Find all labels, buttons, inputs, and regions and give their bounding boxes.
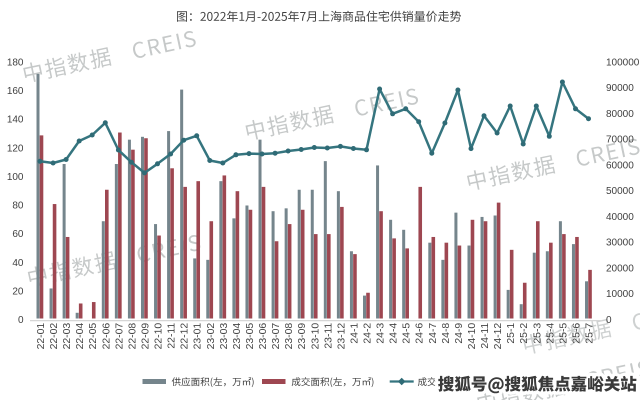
svg-text:25-1: 25-1	[506, 323, 517, 344]
svg-text:23-01: 23-01	[193, 323, 204, 350]
svg-text:24-2: 24-2	[363, 323, 374, 344]
svg-text:25-3: 25-3	[532, 323, 543, 344]
svg-text:24-10: 24-10	[467, 323, 478, 350]
svg-text:30000: 30000	[606, 238, 634, 249]
svg-text:60: 60	[12, 229, 24, 240]
svg-text:70000: 70000	[606, 135, 634, 146]
svg-text:50000: 50000	[606, 186, 634, 197]
svg-text:140: 140	[7, 115, 24, 126]
svg-text:22-06: 22-06	[101, 323, 112, 350]
svg-text:25-5: 25-5	[558, 323, 569, 344]
svg-text:160: 160	[7, 86, 24, 97]
svg-text:24-11: 24-11	[480, 323, 491, 349]
svg-text:22-02: 22-02	[49, 323, 60, 350]
svg-text:22-01: 22-01	[36, 323, 47, 350]
svg-text:180: 180	[7, 58, 24, 69]
svg-text:25-4: 25-4	[545, 323, 556, 344]
svg-text:24-9: 24-9	[454, 323, 465, 344]
svg-text:22-12: 22-12	[180, 323, 191, 350]
svg-text:25-2: 25-2	[519, 323, 530, 344]
svg-text:80000: 80000	[606, 109, 634, 120]
svg-text:23-12: 23-12	[336, 323, 347, 350]
svg-text:22-10: 22-10	[154, 323, 165, 350]
svg-text:90000: 90000	[606, 83, 634, 94]
svg-text:24-1: 24-1	[349, 323, 360, 344]
svg-text:22-09: 22-09	[140, 323, 151, 350]
svg-text:0: 0	[606, 315, 612, 326]
svg-text:24-7: 24-7	[428, 323, 439, 344]
svg-text:22-07: 22-07	[114, 323, 125, 350]
svg-text:23-11: 23-11	[323, 323, 334, 349]
svg-text:22-11: 22-11	[167, 323, 178, 349]
svg-text:100: 100	[7, 172, 24, 183]
svg-text:40000: 40000	[606, 212, 634, 223]
svg-text:23-06: 23-06	[258, 323, 269, 350]
svg-text:60000: 60000	[606, 160, 634, 171]
svg-text:22-08: 22-08	[127, 323, 138, 350]
svg-text:24-4: 24-4	[389, 323, 400, 344]
svg-text:24-5: 24-5	[402, 323, 413, 344]
svg-text:10000: 10000	[606, 289, 634, 300]
svg-text:20: 20	[12, 286, 24, 297]
svg-text:80: 80	[12, 201, 24, 212]
svg-text:22-04: 22-04	[75, 323, 86, 350]
svg-text:20000: 20000	[606, 264, 634, 275]
svg-text:22-05: 22-05	[88, 323, 99, 350]
svg-text:23-10: 23-10	[310, 323, 321, 350]
svg-text:24-3: 24-3	[376, 323, 387, 344]
svg-text:120: 120	[7, 143, 24, 154]
svg-text:23-04: 23-04	[232, 323, 243, 350]
svg-text:25-6: 25-6	[571, 323, 582, 344]
svg-text:24-12: 24-12	[493, 323, 504, 350]
svg-text:100000: 100000	[606, 57, 640, 68]
svg-text:23-09: 23-09	[297, 323, 308, 350]
svg-text:24-8: 24-8	[441, 323, 452, 344]
svg-text:23-05: 23-05	[245, 323, 256, 350]
svg-text:23-08: 23-08	[284, 323, 295, 350]
svg-text:23-02: 23-02	[206, 323, 217, 350]
svg-text:23-03: 23-03	[219, 323, 230, 350]
svg-text:24-6: 24-6	[415, 323, 426, 344]
svg-text:22-03: 22-03	[62, 323, 73, 350]
svg-text:0: 0	[18, 315, 24, 326]
svg-text:23-07: 23-07	[271, 323, 282, 350]
svg-text:25-7: 25-7	[585, 323, 596, 344]
svg-text:40: 40	[12, 258, 24, 269]
